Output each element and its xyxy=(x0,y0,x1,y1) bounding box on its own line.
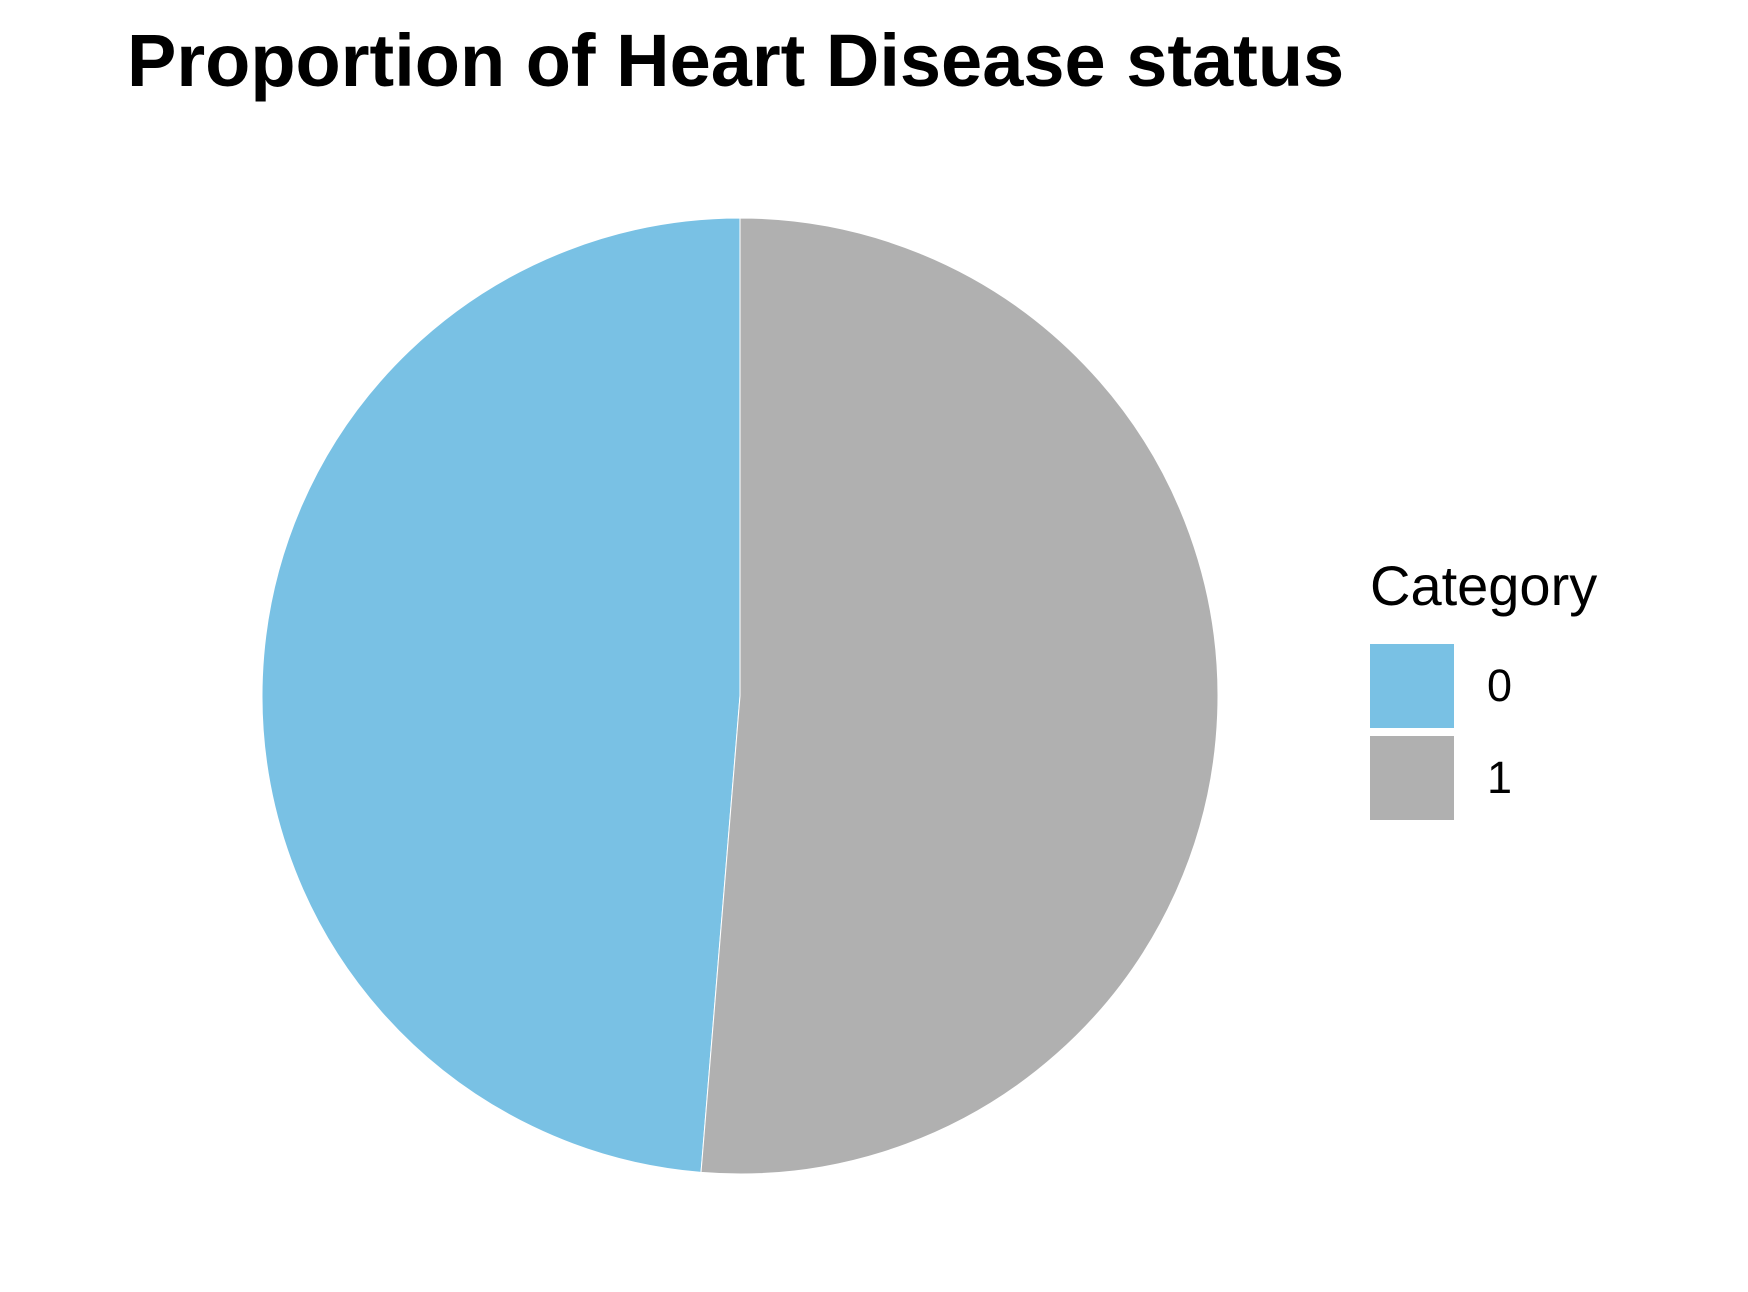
legend-label-1: 1 xyxy=(1487,752,1513,803)
legend-item-0: 0 xyxy=(1370,644,1597,728)
legend-item-1: 1 xyxy=(1370,736,1597,820)
legend-label-0: 0 xyxy=(1487,660,1513,711)
legend-title: Category xyxy=(1370,554,1598,617)
pie-slice-0 xyxy=(261,217,741,1173)
chart-title: Proportion of Heart Disease status xyxy=(127,19,1345,102)
pie-slices xyxy=(261,217,1219,1175)
pie-slice-1 xyxy=(700,217,1219,1175)
legend: Category 0 1 xyxy=(1370,558,1597,820)
legend-swatch-1 xyxy=(1370,736,1454,820)
legend-swatch-0 xyxy=(1370,644,1454,728)
